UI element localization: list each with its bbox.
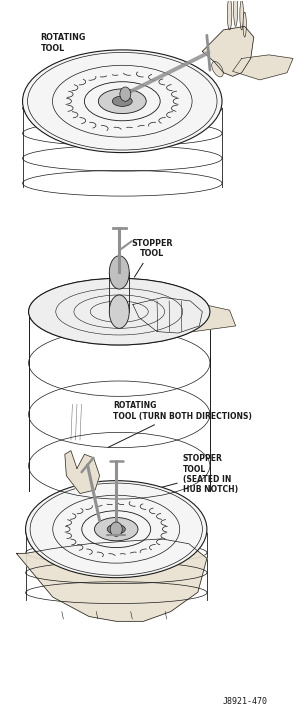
Polygon shape <box>187 301 235 332</box>
Text: STOPPER
TOOL
(SEATED IN
HUB NOTCH): STOPPER TOOL (SEATED IN HUB NOTCH) <box>135 454 238 495</box>
Ellipse shape <box>112 96 132 107</box>
Ellipse shape <box>109 256 129 289</box>
Ellipse shape <box>234 0 238 26</box>
Ellipse shape <box>110 522 122 536</box>
Polygon shape <box>133 297 202 333</box>
Ellipse shape <box>227 0 232 30</box>
Text: ROTATING
TOOL (TURN BOTH DIRECTIONS): ROTATING TOOL (TURN BOTH DIRECTIONS) <box>108 402 252 448</box>
Text: J8921-470: J8921-470 <box>222 697 267 706</box>
Ellipse shape <box>26 522 207 543</box>
Ellipse shape <box>120 87 131 101</box>
Polygon shape <box>65 450 100 493</box>
Polygon shape <box>202 26 254 77</box>
Ellipse shape <box>243 12 246 37</box>
Ellipse shape <box>23 50 222 153</box>
Ellipse shape <box>107 524 125 534</box>
Ellipse shape <box>240 0 243 30</box>
Text: ROTATING
TOOL: ROTATING TOOL <box>41 34 106 77</box>
Ellipse shape <box>212 62 223 77</box>
Polygon shape <box>233 55 293 80</box>
Ellipse shape <box>29 279 210 345</box>
Text: STOPPER
TOOL: STOPPER TOOL <box>132 238 173 277</box>
Ellipse shape <box>95 518 138 541</box>
Ellipse shape <box>109 295 129 329</box>
Ellipse shape <box>23 95 222 121</box>
Ellipse shape <box>98 89 146 114</box>
Ellipse shape <box>26 480 207 578</box>
Polygon shape <box>16 539 207 621</box>
Ellipse shape <box>29 279 210 345</box>
